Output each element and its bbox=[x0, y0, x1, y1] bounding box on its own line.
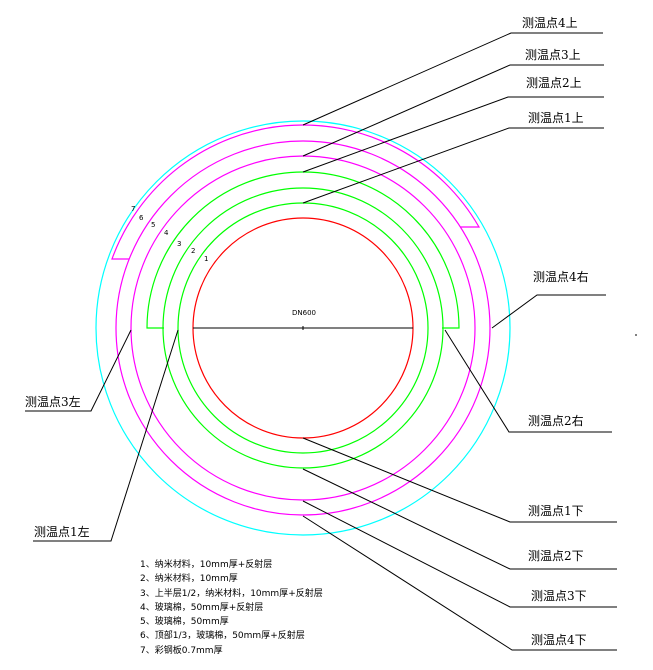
callout-top2: 测温点2上 bbox=[526, 76, 582, 90]
leader-bottom2 bbox=[302, 468, 617, 570]
leader-bottom1 bbox=[302, 437, 617, 523]
layer-5-glasswool bbox=[115, 140, 491, 516]
callout-left3: 测温点3左 bbox=[25, 395, 81, 409]
legend-item-1: 1、纳米材料，10mm厚+反射层 bbox=[140, 560, 273, 570]
layer-number-5: 5 bbox=[151, 221, 156, 229]
legend-item-3: 3、上半层1/2，纳米材料，10mm厚+反射层 bbox=[140, 588, 323, 599]
callout-right2: 测温点2右 bbox=[528, 414, 584, 428]
callout-bottom1: 测温点1下 bbox=[528, 504, 584, 518]
layer-7-steel-shell bbox=[95, 120, 511, 536]
callout-bottom4: 测温点4下 bbox=[531, 633, 587, 647]
legend-item-7: 7、彩钢板0.7mm厚 bbox=[140, 645, 223, 656]
layer-2-nano bbox=[162, 187, 444, 469]
leader-top3 bbox=[302, 64, 604, 157]
callout-left1: 测温点1左 bbox=[34, 525, 90, 539]
leader-bottom3 bbox=[302, 500, 617, 608]
leader-top4 bbox=[302, 32, 603, 126]
legend-item-6: 6、顶部1/3，玻璃棉，50mm厚+反射层 bbox=[140, 631, 305, 642]
callout-bottom2: 测温点2下 bbox=[528, 549, 584, 563]
layer-number-2: 2 bbox=[191, 247, 196, 255]
legend-item-5: 5、玻璃棉，50mm厚 bbox=[140, 617, 229, 628]
layer-number-6: 6 bbox=[139, 214, 144, 222]
callout-right4: 测温点4右 bbox=[533, 270, 589, 284]
pipe-size-label: DN600 bbox=[292, 309, 316, 317]
callout-bottom3: 测温点3下 bbox=[531, 589, 587, 603]
layer-legend: 1、纳米材料，10mm厚+反射层 2、纳米材料，10mm厚 3、上半层1/2，纳… bbox=[140, 558, 323, 658]
leader-bottom4 bbox=[302, 515, 617, 651]
callout-top3: 测温点3上 bbox=[525, 48, 581, 62]
legend-item-4: 4、玻璃棉，50mm厚+反射层 bbox=[140, 602, 264, 613]
leader-left3 bbox=[25, 329, 132, 412]
leader-top1 bbox=[302, 127, 604, 204]
leader-right4 bbox=[491, 294, 606, 329]
layer-6-top-third bbox=[111, 124, 481, 260]
leader-top2 bbox=[302, 96, 604, 173]
layer-number-4: 4 bbox=[164, 229, 169, 237]
layer-number-1: 1 bbox=[204, 255, 209, 263]
layer-number-3: 3 bbox=[177, 240, 182, 248]
leader-left1 bbox=[33, 329, 179, 542]
callout-top1: 测温点1上 bbox=[528, 111, 584, 125]
leader-right2 bbox=[444, 329, 612, 433]
callout-top4: 测温点4上 bbox=[522, 16, 578, 30]
layer-number-7: 7 bbox=[131, 205, 136, 213]
legend-item-2: 2、纳米材料，10mm厚 bbox=[140, 574, 238, 585]
